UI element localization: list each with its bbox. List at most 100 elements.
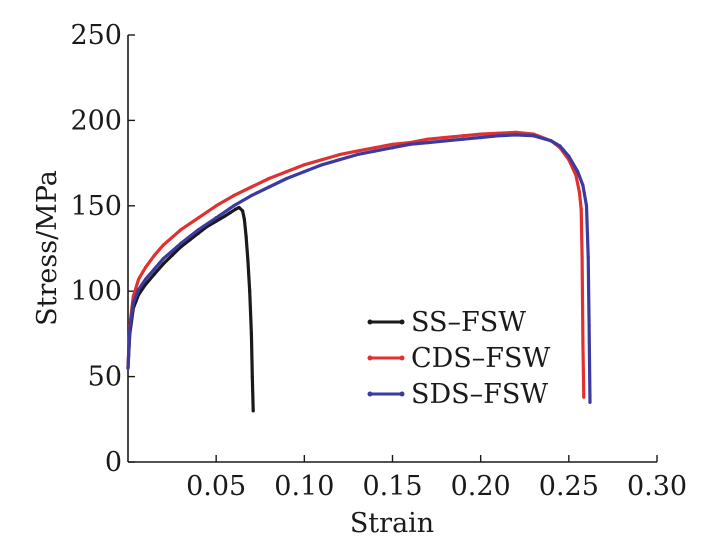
y-tick-label: 250	[70, 20, 122, 51]
legend-label: SDS–FSW	[411, 379, 548, 410]
data-point-cds-fsw	[302, 163, 306, 167]
data-point-ss-fsw	[228, 211, 232, 215]
data-point-sds-fsw	[549, 139, 553, 143]
data-point-cds-fsw	[136, 277, 141, 281]
legend-swatch-marker	[399, 391, 405, 397]
legend-swatch-marker	[367, 355, 373, 361]
data-point-cds-fsw	[461, 134, 465, 138]
data-point-cds-fsw	[161, 243, 165, 247]
data-point-sds-fsw	[355, 152, 359, 157]
x-tick-label: 0.30	[627, 471, 687, 502]
data-point-cds-fsw	[214, 204, 218, 208]
x-tick-label: 0.10	[274, 471, 334, 502]
data-point-sds-fsw	[587, 323, 591, 327]
data-point-ss-fsw	[144, 282, 148, 286]
data-point-sds-fsw	[496, 134, 500, 138]
y-axis-label: Stress/MPa	[32, 170, 63, 326]
data-point-sds-fsw	[390, 146, 395, 150]
series-layer	[126, 130, 592, 413]
data-point-sds-fsw	[514, 133, 518, 137]
data-point-ss-fsw	[170, 253, 174, 257]
data-point-ss-fsw	[237, 205, 241, 210]
data-point-ss-fsw	[223, 214, 227, 218]
axes: 0 50 100 150 200 250 0.05 0.10 0.15 0.20 0.25 0.30	[70, 20, 687, 502]
data-point-sds-fsw	[588, 400, 592, 404]
x-tick-label: 0.05	[186, 471, 246, 502]
data-point-cds-fsw	[579, 207, 583, 211]
x-tick-label: 0.20	[451, 471, 511, 502]
data-point-sds-fsw	[232, 204, 236, 208]
data-point-sds-fsw	[285, 176, 289, 181]
data-point-ss-fsw	[246, 258, 250, 263]
legend: SS–FSW CDS–FSW SDS–FSW	[367, 307, 551, 410]
data-point-sds-fsw	[128, 327, 132, 331]
data-point-cds-fsw	[443, 135, 447, 140]
series-line-ss-fsw	[126, 205, 255, 413]
x-tick-label: 0.25	[539, 471, 599, 502]
data-point-ss-fsw	[214, 219, 218, 223]
y-tick-label: 0	[105, 447, 122, 478]
data-point-cds-fsw	[582, 395, 586, 399]
legend-label: SS–FSW	[411, 307, 526, 338]
legend-swatch-marker	[367, 319, 373, 325]
y-tick-label: 150	[70, 191, 122, 222]
data-point-sds-fsw	[267, 185, 271, 189]
data-point-sds-fsw	[531, 134, 536, 138]
data-point-cds-fsw	[196, 216, 201, 220]
data-point-cds-fsw	[144, 265, 148, 269]
data-point-ss-fsw	[248, 289, 252, 293]
data-point-cds-fsw	[249, 185, 254, 189]
data-point-sds-fsw	[161, 257, 165, 261]
data-point-cds-fsw	[581, 340, 585, 345]
data-point-cds-fsw	[514, 130, 518, 134]
x-tick-label: 0.15	[362, 471, 422, 502]
y-tick-label: 200	[70, 105, 122, 136]
data-point-sds-fsw	[196, 228, 201, 232]
data-point-ss-fsw	[196, 231, 201, 235]
data-point-ss-fsw	[251, 409, 255, 413]
data-point-cds-fsw	[574, 173, 578, 177]
data-point-cds-fsw	[232, 193, 236, 198]
data-point-cds-fsw	[285, 170, 289, 174]
data-point-ss-fsw	[250, 375, 254, 379]
data-point-sds-fsw	[584, 204, 589, 208]
data-point-sds-fsw	[581, 183, 585, 187]
data-point-sds-fsw	[408, 142, 412, 146]
data-point-cds-fsw	[267, 176, 271, 181]
data-point-sds-fsw	[479, 135, 483, 140]
data-point-ss-fsw	[244, 234, 248, 239]
data-point-sds-fsw	[373, 149, 377, 153]
data-point-ss-fsw	[233, 207, 238, 211]
data-point-sds-fsw	[567, 154, 571, 158]
data-point-cds-fsw	[320, 158, 324, 162]
data-point-cds-fsw	[390, 142, 395, 146]
legend-swatch-marker	[399, 319, 405, 325]
data-point-cds-fsw	[496, 131, 500, 135]
data-point-sds-fsw	[461, 137, 465, 141]
data-point-ss-fsw	[242, 217, 246, 222]
data-point-sds-fsw	[152, 267, 157, 271]
data-point-cds-fsw	[577, 190, 582, 194]
data-point-sds-fsw	[214, 216, 218, 220]
data-point-ss-fsw	[241, 209, 245, 213]
y-tick-label: 50	[88, 362, 122, 393]
data-point-sds-fsw	[131, 301, 135, 305]
data-point-sds-fsw	[558, 144, 562, 148]
data-point-sds-fsw	[136, 287, 141, 292]
data-point-cds-fsw	[580, 255, 584, 259]
data-point-sds-fsw	[338, 158, 342, 162]
x-axis-label: Strain	[350, 508, 434, 539]
data-point-sds-fsw	[126, 366, 130, 370]
data-point-sds-fsw	[426, 141, 430, 145]
data-point-cds-fsw	[426, 137, 430, 141]
data-point-sds-fsw	[320, 163, 324, 167]
legend-label: CDS–FSW	[411, 343, 551, 374]
y-tick-label: 100	[70, 276, 122, 307]
data-point-cds-fsw	[179, 228, 183, 232]
data-point-sds-fsw	[586, 255, 590, 259]
data-point-cds-fsw	[152, 253, 157, 257]
data-point-sds-fsw	[179, 241, 183, 245]
data-point-ss-fsw	[161, 262, 165, 266]
data-point-sds-fsw	[443, 139, 447, 143]
